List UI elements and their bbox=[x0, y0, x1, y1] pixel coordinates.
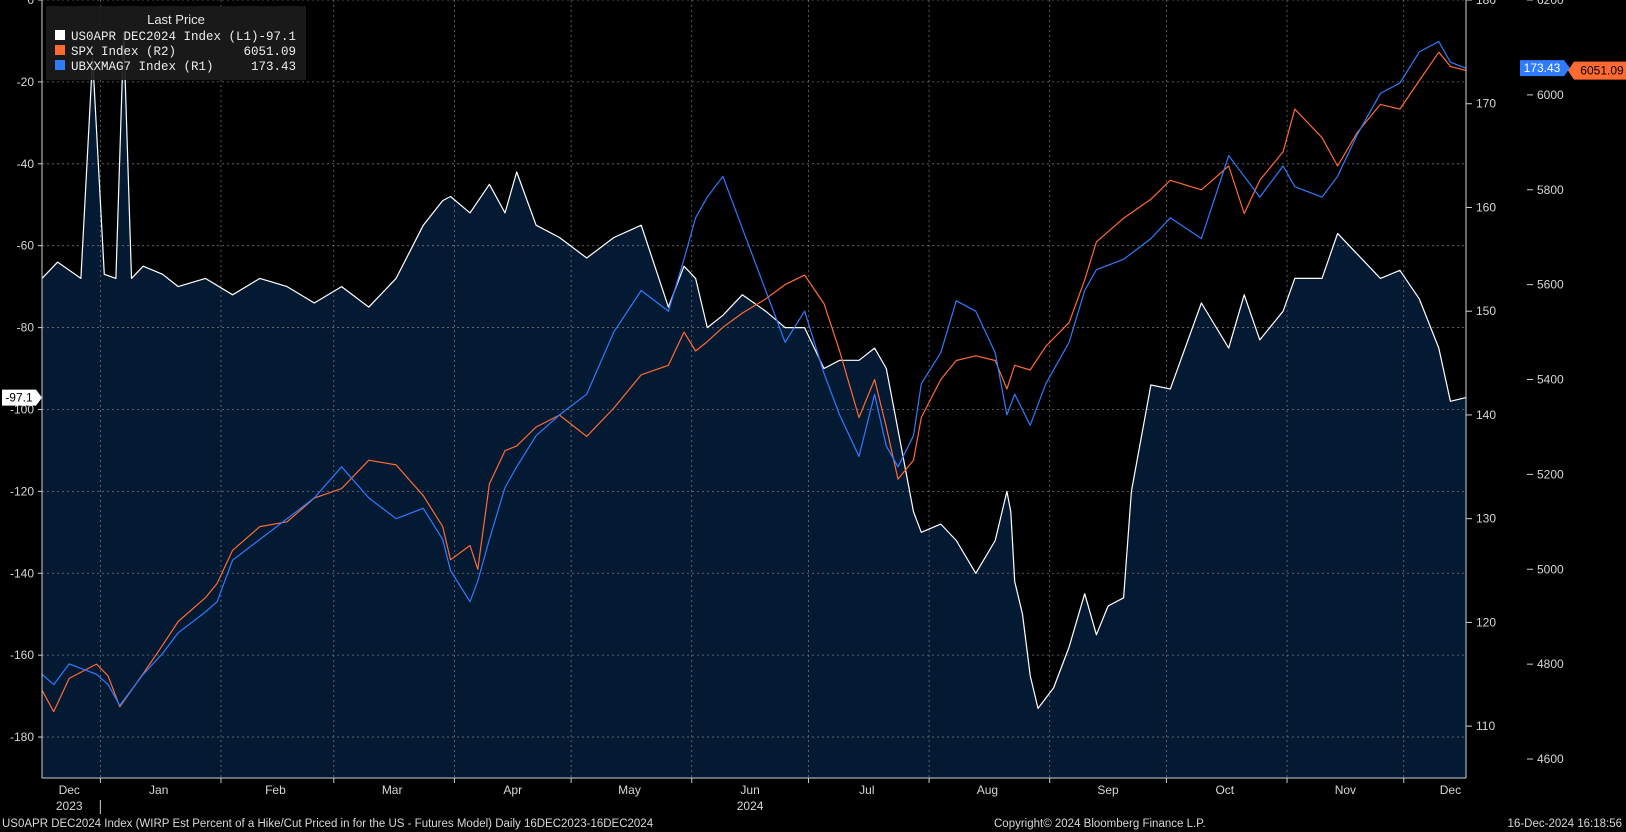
tag-ubxxmag7-box bbox=[1520, 60, 1570, 77]
area-fill-layer bbox=[42, 32, 1466, 779]
series-line-1 bbox=[41, 51, 1467, 713]
x-year-label-0: 2023 bbox=[56, 799, 83, 813]
right2-tick-label-8: 6200 bbox=[1537, 0, 1564, 7]
right1-tick-label-0: 110 bbox=[1476, 719, 1495, 733]
x-tick-label-10: Oct bbox=[1215, 783, 1234, 797]
series-line-0 bbox=[41, 32, 1467, 709]
footer-timestamp: 16-Dec-2024 16:18:56 bbox=[1508, 818, 1622, 830]
left-tick-label-4: -80 bbox=[17, 321, 35, 335]
x-tick-label-1: Jan bbox=[149, 783, 168, 797]
x-tick-label-3: Mar bbox=[382, 783, 403, 797]
series-line-2 bbox=[41, 40, 1467, 706]
left-tick-label-1: -20 bbox=[17, 75, 35, 89]
x-tick-label-5: May bbox=[618, 783, 641, 797]
legend-entry-spx: SPX Index (R2) 6051.09 bbox=[55, 45, 296, 59]
right2-tick-label-5: 5600 bbox=[1537, 278, 1564, 292]
legend-title: Last Price bbox=[147, 12, 205, 27]
x-tick-label-12: Dec bbox=[1440, 783, 1461, 797]
right1-tick-label-4: 150 bbox=[1476, 304, 1496, 318]
right2-tick-label-6: 5800 bbox=[1537, 183, 1564, 197]
right1-tick-label-1: 120 bbox=[1476, 615, 1496, 629]
tag-ubxxmag7: 173.43 bbox=[1520, 60, 1570, 77]
legend: Last Price US0APR DEC2024 Index (L1) -97… bbox=[46, 6, 306, 80]
tag-us0apr-text: -97.1 bbox=[5, 391, 33, 405]
tag-spx: 6051.09 bbox=[1568, 61, 1626, 80]
x-tick-label-8: Aug bbox=[977, 783, 998, 797]
right2-tick-label-4: 5400 bbox=[1537, 373, 1564, 387]
legend-swatch-us0apr bbox=[55, 30, 65, 40]
x-tick-label-4: Apr bbox=[503, 783, 522, 797]
series-layer bbox=[41, 32, 1467, 713]
x-tick-label-9: Sep bbox=[1097, 783, 1119, 797]
tag-us0apr-box bbox=[2, 389, 42, 406]
right1-tick-label-6: 170 bbox=[1476, 97, 1496, 111]
legend-value-ubxxmag7: 173.43 bbox=[251, 60, 296, 74]
grid-layer bbox=[42, 0, 1466, 778]
left-tick-label-9: -180 bbox=[10, 730, 34, 744]
axes-layer: 0 -20 -40 -60 -80 -100 -120 -140 -160 -180 110 120 1… bbox=[10, 0, 1564, 814]
legend-value-us0apr: -97.1 bbox=[258, 30, 296, 44]
legend-entry-ubxxmag7: UBXXMAG7 Index (R1) 173.43 bbox=[55, 60, 296, 74]
left-tick-label-0: 0 bbox=[27, 0, 34, 7]
tag-us0apr: -97.1 bbox=[2, 389, 42, 406]
footer-description: US0APR DEC2024 Index (WIRP Est Percent o… bbox=[2, 818, 654, 830]
right2-tick-label-0: 4600 bbox=[1537, 752, 1564, 766]
legend-swatch-ubxxmag7 bbox=[55, 60, 65, 70]
x-tick-label-7: Jul bbox=[859, 783, 874, 797]
last-value-tags: -97.1 173.43 6051.09 bbox=[2, 60, 1626, 406]
right1-tick-label-5: 160 bbox=[1476, 200, 1496, 214]
footer: US0APR DEC2024 Index (WIRP Est Percent o… bbox=[2, 818, 1622, 830]
right2-tick-label-7: 6000 bbox=[1537, 88, 1564, 102]
legend-value-spx: 6051.09 bbox=[243, 45, 296, 59]
x-tick-label-11: Nov bbox=[1335, 783, 1356, 797]
left-tick-label-5: -100 bbox=[10, 402, 34, 416]
tag-ubxxmag7-text: 173.43 bbox=[1524, 61, 1561, 75]
left-tick-label-6: -120 bbox=[10, 484, 34, 498]
legend-label-ubxxmag7: UBXXMAG7 Index (R1) bbox=[71, 60, 214, 74]
right2-tick-label-2: 5000 bbox=[1537, 562, 1564, 576]
legend-entry-us0apr: US0APR DEC2024 Index (L1) -97.1 bbox=[55, 30, 296, 44]
right1-tick-label-7: 180 bbox=[1476, 0, 1496, 7]
left-tick-label-3: -60 bbox=[17, 239, 35, 253]
x-year-label-1: 2024 bbox=[737, 799, 764, 813]
x-tick-label-6: Jun bbox=[740, 783, 759, 797]
left-tick-label-2: -40 bbox=[17, 157, 35, 171]
right2-tick-label-1: 4800 bbox=[1537, 657, 1564, 671]
x-tick-label-2: Feb bbox=[265, 783, 286, 797]
footer-copyright: Copyright© 2024 Bloomberg Finance L.P. bbox=[994, 818, 1206, 830]
left-tick-label-8: -160 bbox=[10, 648, 34, 662]
series-area-0 bbox=[42, 32, 1466, 779]
left-tick-label-7: -140 bbox=[10, 566, 34, 580]
legend-label-spx: SPX Index (R2) bbox=[71, 45, 176, 59]
right1-tick-label-2: 130 bbox=[1476, 512, 1496, 526]
tag-spx-box bbox=[1568, 61, 1626, 80]
tag-spx-text: 6051.09 bbox=[1580, 64, 1624, 78]
right1-tick-label-3: 140 bbox=[1476, 408, 1496, 422]
right2-tick-label-3: 5200 bbox=[1537, 467, 1564, 481]
legend-background bbox=[46, 6, 306, 80]
legend-label-us0apr: US0APR DEC2024 Index (L1) bbox=[71, 30, 259, 44]
legend-swatch-spx bbox=[55, 45, 65, 55]
x-tick-label-0: Dec bbox=[59, 783, 80, 797]
